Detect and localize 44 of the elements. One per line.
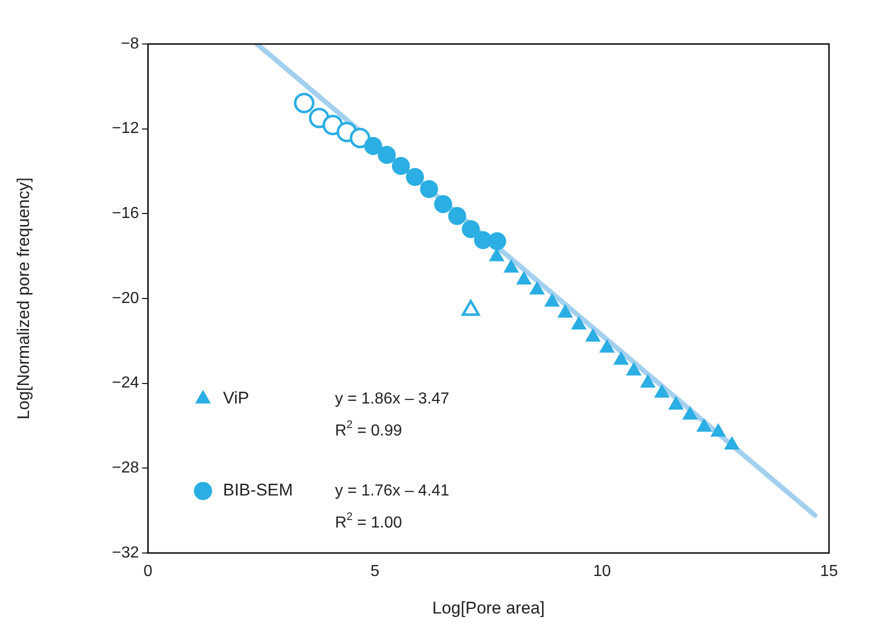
x-tick-label: 10 bbox=[593, 563, 611, 580]
x-tick-label: 15 bbox=[820, 563, 838, 580]
point bbox=[434, 195, 452, 214]
point bbox=[544, 293, 560, 307]
point bbox=[462, 300, 480, 316]
point bbox=[378, 146, 396, 164]
point bbox=[571, 316, 587, 330]
point bbox=[406, 168, 424, 186]
point bbox=[557, 304, 574, 318]
x-tick-label: 0 bbox=[144, 563, 153, 580]
point bbox=[599, 339, 615, 353]
y-tick-label: −8 bbox=[120, 35, 140, 52]
point bbox=[448, 207, 466, 225]
point bbox=[682, 406, 698, 420]
point bbox=[488, 232, 506, 250]
point bbox=[626, 362, 642, 376]
legend-label: ViP bbox=[223, 388, 250, 408]
point bbox=[724, 436, 740, 450]
point bbox=[350, 128, 370, 148]
y-axis-title: Log[Normalized pore frequency] bbox=[14, 178, 33, 420]
point bbox=[613, 351, 629, 365]
x-axis-title: Log[Pore area] bbox=[432, 598, 545, 618]
point bbox=[710, 423, 726, 437]
point bbox=[420, 180, 438, 198]
legend-label: BIB-SEM bbox=[223, 480, 293, 500]
y-tick-label: −28 bbox=[112, 460, 140, 477]
y-tick-label: −32 bbox=[112, 544, 140, 562]
point bbox=[668, 396, 684, 410]
y-tick-label: −24 bbox=[112, 374, 140, 392]
point bbox=[696, 418, 712, 432]
y-tick-label: −16 bbox=[112, 205, 140, 222]
y-tick-label: −20 bbox=[112, 290, 140, 307]
point bbox=[294, 92, 314, 114]
point bbox=[585, 328, 601, 342]
point bbox=[462, 220, 480, 238]
point bbox=[503, 259, 519, 273]
point bbox=[640, 374, 656, 388]
x-tick-label: 5 bbox=[370, 563, 380, 580]
point bbox=[364, 137, 382, 156]
point bbox=[654, 384, 670, 398]
point bbox=[529, 281, 545, 295]
y-tick-label: −12 bbox=[112, 120, 140, 138]
point bbox=[516, 271, 532, 285]
point bbox=[392, 156, 410, 175]
